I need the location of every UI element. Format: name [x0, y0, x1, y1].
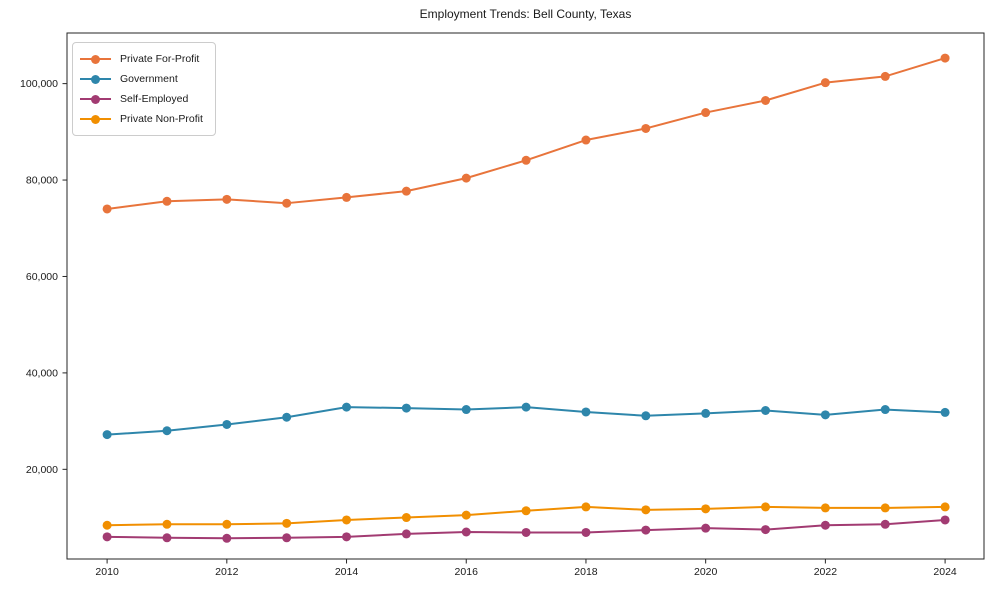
data-point-self-employed-2023 — [880, 519, 890, 529]
x-axis-tick-label: 2016 — [455, 566, 479, 578]
data-point-self-employed-2011 — [162, 533, 172, 543]
data-point-self-employed-2012 — [222, 533, 232, 543]
x-axis-tick-label: 2010 — [95, 566, 119, 578]
legend-dot-sample — [91, 74, 100, 84]
data-point-government-2017 — [521, 402, 531, 412]
y-axis-tick-label: 60,000 — [26, 271, 58, 283]
data-point-self-employed-2017 — [521, 527, 531, 537]
data-point-government-2013 — [282, 412, 292, 422]
data-point-private-for-profit-2010 — [102, 204, 112, 214]
data-point-private-non-profit-2020 — [701, 504, 711, 514]
data-point-private-non-profit-2010 — [102, 520, 112, 530]
data-point-private-non-profit-2013 — [282, 518, 292, 528]
data-point-private-for-profit-2013 — [282, 198, 292, 208]
data-point-self-employed-2016 — [461, 527, 471, 537]
data-point-self-employed-2019 — [641, 525, 651, 535]
data-point-private-non-profit-2022 — [820, 503, 830, 513]
data-point-government-2015 — [401, 403, 411, 413]
data-point-self-employed-2018 — [581, 527, 591, 537]
legend-marker-private-non-profit — [80, 114, 111, 124]
data-point-private-non-profit-2016 — [461, 510, 471, 520]
data-point-private-for-profit-2024 — [940, 53, 950, 63]
legend-label: Government — [120, 73, 178, 85]
y-axis-tick-label: 20,000 — [26, 464, 58, 476]
x-axis-tick-label: 2014 — [335, 566, 359, 578]
legend-entry-private-non-profit: Private Non-Profit — [80, 109, 203, 129]
data-point-self-employed-2014 — [342, 532, 352, 542]
data-point-private-for-profit-2019 — [641, 123, 651, 133]
data-point-government-2023 — [880, 405, 890, 415]
data-point-private-non-profit-2021 — [761, 502, 771, 512]
legend-marker-government — [80, 74, 111, 84]
data-point-private-non-profit-2015 — [401, 513, 411, 523]
data-point-private-non-profit-2023 — [880, 503, 890, 513]
x-axis-tick-label: 2012 — [215, 566, 239, 578]
data-point-private-for-profit-2015 — [401, 186, 411, 196]
data-point-self-employed-2015 — [401, 529, 411, 539]
data-point-self-employed-2022 — [820, 520, 830, 530]
legend-marker-self-employed — [80, 94, 111, 104]
legend-entry-private-for-profit: Private For-Profit — [80, 49, 203, 69]
data-point-private-for-profit-2017 — [521, 155, 531, 165]
data-point-private-for-profit-2011 — [162, 196, 172, 206]
data-point-private-for-profit-2012 — [222, 194, 232, 204]
legend-dot-sample — [91, 54, 100, 64]
data-point-government-2011 — [162, 426, 172, 436]
legend-label: Private Non-Profit — [120, 113, 203, 125]
data-point-government-2024 — [940, 407, 950, 417]
data-point-private-non-profit-2012 — [222, 519, 232, 529]
data-point-government-2014 — [342, 402, 352, 412]
data-point-government-2010 — [102, 430, 112, 440]
legend-entry-self-employed: Self-Employed — [80, 89, 203, 109]
data-point-government-2018 — [581, 407, 591, 417]
x-axis-tick-label: 2018 — [574, 566, 598, 578]
data-point-private-for-profit-2022 — [820, 78, 830, 88]
legend-entry-government: Government — [80, 69, 203, 89]
data-point-private-for-profit-2018 — [581, 135, 591, 145]
data-point-government-2021 — [761, 406, 771, 416]
data-point-private-non-profit-2017 — [521, 506, 531, 516]
data-point-private-non-profit-2014 — [342, 515, 352, 525]
data-point-private-for-profit-2016 — [461, 173, 471, 183]
chart-title: Employment Trends: Bell County, Texas — [419, 7, 632, 21]
data-point-private-for-profit-2020 — [701, 108, 711, 118]
data-point-self-employed-2021 — [761, 525, 771, 535]
legend-marker-private-for-profit — [80, 54, 111, 64]
legend-dot-sample — [91, 94, 100, 104]
series-line-private-for-profit — [106, 57, 947, 210]
data-point-private-non-profit-2011 — [162, 519, 172, 529]
legend: Private For-Profit Government Self-Employe… — [72, 42, 216, 136]
y-axis-tick-label: 80,000 — [26, 175, 58, 187]
data-point-government-2012 — [222, 419, 232, 429]
data-point-government-2022 — [820, 410, 830, 420]
data-point-government-2016 — [461, 405, 471, 415]
data-point-private-for-profit-2014 — [342, 192, 352, 202]
x-axis-tick-label: 2022 — [814, 566, 838, 578]
data-point-private-for-profit-2023 — [880, 71, 890, 81]
data-point-private-non-profit-2024 — [940, 502, 950, 512]
plot-border — [66, 32, 985, 560]
data-point-self-employed-2013 — [282, 533, 292, 543]
legend-label: Private For-Profit — [120, 53, 200, 65]
data-point-private-non-profit-2018 — [581, 502, 591, 512]
data-point-government-2019 — [641, 411, 651, 421]
data-point-government-2020 — [701, 408, 711, 418]
data-point-self-employed-2024 — [940, 515, 950, 525]
legend-dot-sample — [91, 114, 100, 124]
data-point-self-employed-2020 — [701, 523, 711, 533]
x-axis-tick-label: 2024 — [933, 566, 957, 578]
data-point-private-for-profit-2021 — [761, 95, 771, 105]
y-axis-tick-label: 100,000 — [20, 78, 58, 90]
y-axis-tick-label: 40,000 — [26, 367, 58, 379]
data-point-self-employed-2010 — [102, 532, 112, 542]
x-axis-tick-label: 2020 — [694, 566, 718, 578]
data-point-private-non-profit-2019 — [641, 505, 651, 515]
legend-label: Self-Employed — [120, 93, 189, 105]
